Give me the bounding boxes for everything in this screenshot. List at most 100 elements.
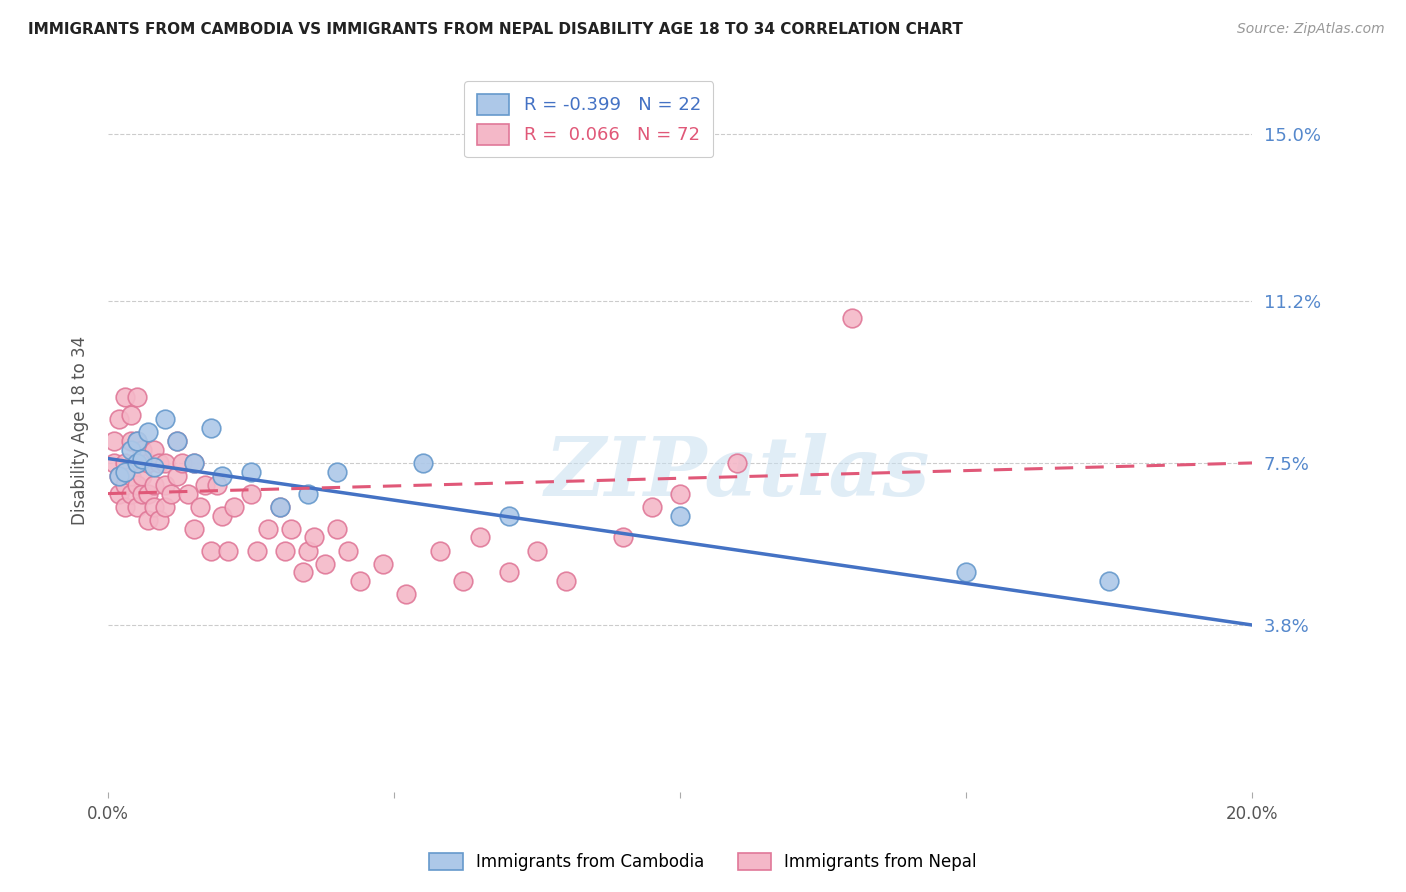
Point: [160, 486, 183, 500]
Point: [125, 434, 148, 448]
Legend: Immigrants from Cambodia, Immigrants from Nepal: Immigrants from Cambodia, Immigrants fro…: [420, 845, 986, 880]
Point: [274, 543, 297, 558]
Point: [297, 486, 319, 500]
Point: [727, 456, 749, 470]
Point: [280, 522, 302, 536]
Point: [148, 513, 170, 527]
Point: [108, 486, 131, 500]
Point: [217, 543, 239, 558]
Point: [125, 434, 148, 448]
Point: [136, 486, 159, 500]
Point: [131, 442, 153, 457]
Point: [211, 469, 233, 483]
Point: [136, 425, 159, 440]
Point: [125, 500, 148, 514]
Point: [183, 456, 205, 470]
Point: [302, 530, 325, 544]
Point: [120, 469, 142, 483]
Point: [394, 587, 416, 601]
Point: [429, 543, 451, 558]
Point: [120, 442, 142, 457]
Point: [108, 469, 131, 483]
Point: [108, 412, 131, 426]
Text: ZIPatlas: ZIPatlas: [544, 434, 931, 514]
Point: [136, 456, 159, 470]
Point: [188, 500, 211, 514]
Point: [371, 557, 394, 571]
Point: [166, 469, 188, 483]
Point: [131, 451, 153, 466]
Point: [166, 434, 188, 448]
Point: [172, 456, 194, 470]
Point: [125, 456, 148, 470]
Point: [1098, 574, 1121, 589]
Point: [103, 434, 125, 448]
Point: [291, 566, 314, 580]
Point: [240, 486, 263, 500]
Point: [194, 478, 217, 492]
Point: [200, 543, 222, 558]
Point: [498, 508, 520, 523]
Point: [142, 478, 165, 492]
Point: [136, 513, 159, 527]
Point: [612, 530, 634, 544]
Point: [222, 500, 245, 514]
Point: [269, 500, 291, 514]
Point: [155, 456, 177, 470]
Point: [155, 412, 177, 426]
Point: [246, 543, 269, 558]
Point: [412, 456, 434, 470]
Point: [640, 500, 662, 514]
Point: [120, 434, 142, 448]
Point: [269, 500, 291, 514]
Text: Source: ZipAtlas.com: Source: ZipAtlas.com: [1237, 22, 1385, 37]
Point: [211, 508, 233, 523]
Point: [148, 456, 170, 470]
Point: [955, 566, 977, 580]
Point: [326, 465, 349, 479]
Point: [183, 456, 205, 470]
Point: [337, 543, 360, 558]
Text: IMMIGRANTS FROM CAMBODIA VS IMMIGRANTS FROM NEPAL DISABILITY AGE 18 TO 34 CORREL: IMMIGRANTS FROM CAMBODIA VS IMMIGRANTS F…: [28, 22, 963, 37]
Y-axis label: Disability Age 18 to 34: Disability Age 18 to 34: [72, 335, 89, 524]
Point: [326, 522, 349, 536]
Point: [103, 456, 125, 470]
Point: [142, 460, 165, 475]
Point: [155, 478, 177, 492]
Point: [125, 390, 148, 404]
Point: [257, 522, 280, 536]
Point: [125, 478, 148, 492]
Point: [554, 574, 576, 589]
Point: [155, 500, 177, 514]
Point: [451, 574, 474, 589]
Point: [349, 574, 371, 589]
Point: [131, 486, 153, 500]
Point: [142, 442, 165, 457]
Point: [183, 522, 205, 536]
Legend: R = -0.399   N = 22, R =  0.066   N = 72: R = -0.399 N = 22, R = 0.066 N = 72: [464, 81, 713, 157]
Point: [669, 508, 692, 523]
Point: [142, 500, 165, 514]
Point: [108, 469, 131, 483]
Point: [526, 543, 548, 558]
Point: [114, 500, 136, 514]
Point: [125, 456, 148, 470]
Point: [314, 557, 336, 571]
Point: [498, 566, 520, 580]
Point: [120, 486, 142, 500]
Point: [297, 543, 319, 558]
Point: [177, 486, 200, 500]
Point: [205, 478, 228, 492]
Point: [114, 456, 136, 470]
Point: [240, 465, 263, 479]
Point: [120, 408, 142, 422]
Point: [669, 486, 692, 500]
Point: [114, 465, 136, 479]
Point: [166, 434, 188, 448]
Point: [114, 478, 136, 492]
Point: [131, 469, 153, 483]
Point: [114, 390, 136, 404]
Point: [841, 311, 863, 326]
Point: [468, 530, 491, 544]
Point: [200, 421, 222, 435]
